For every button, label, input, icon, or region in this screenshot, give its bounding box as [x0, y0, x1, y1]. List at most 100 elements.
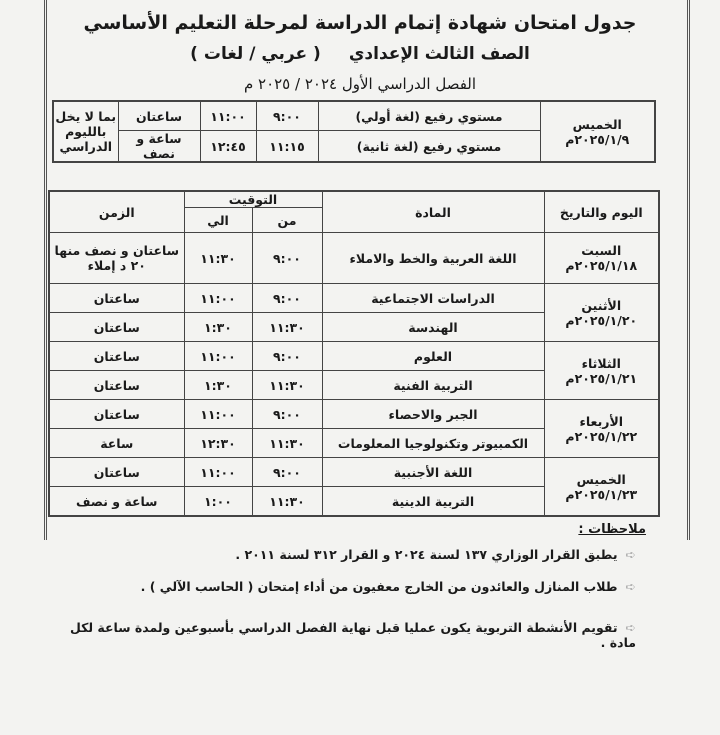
- subject: مستوي رفيع (لغة ثانية): [317, 130, 541, 163]
- table-row: الثلاثاء ٢٠٢٥/١/٢١م العلوم ٩:٠٠ ١١:٠٠ ساعتان: [48, 341, 660, 400]
- time-to: ١:٣٠: [183, 312, 253, 342]
- time-to: ١١:٠٠: [183, 457, 253, 487]
- day-date-cell: الأربعاء ٢٠٢٥/١/٢٢م: [543, 399, 660, 458]
- time-from: ٩:٠٠: [251, 457, 323, 487]
- time-to: ١٢:٤٥: [199, 130, 257, 163]
- subject: الهندسة: [321, 312, 545, 342]
- duration: ساعتان: [117, 100, 201, 131]
- date: ٢٠٢٥/١/٢٢م: [565, 428, 638, 444]
- time-from: ٩:٠٠: [251, 232, 323, 284]
- time-to: ١١:٠٠: [183, 341, 253, 371]
- table-row: الهندسة ١١:٣٠ ١:٣٠ ساعتان: [48, 312, 659, 342]
- bullet-icon: ➪: [625, 579, 636, 594]
- table-row: الخميس ٢٠٢٥/١/٢٣م اللغة الأجنبية ٩:٠٠ ١١:٠٠ س…: [48, 457, 660, 517]
- subject: الجبر والاحصاء: [321, 399, 545, 429]
- time-to: ١:٠٠: [183, 486, 253, 517]
- duration: ساعتان: [48, 399, 185, 429]
- time-from: ١١:٣٠: [251, 312, 323, 342]
- bullet-icon: ➪: [625, 547, 636, 562]
- day: السبت: [581, 243, 622, 258]
- note-text: طلاب المنازل والعائدون من الخارج معفيون …: [140, 579, 618, 594]
- date: ٢٠٢٥/١/٩م: [565, 131, 630, 147]
- header-from: من: [251, 207, 323, 233]
- day: الأربعاء: [579, 413, 624, 429]
- subject: الكمبيوتر وتكنولوجيا المعلومات: [321, 428, 545, 458]
- time-from: ١١:٣٠: [251, 486, 323, 517]
- subject: مستوي رفيع (لغة أولي): [317, 100, 541, 131]
- time-from: ٩:٠٠: [251, 341, 323, 371]
- term: الفصل الدراسي الأول ٢٠٢٤ / ٢٠٢٥ م: [243, 75, 477, 93]
- table-row: التربية الفنية ١١:٣٠ ١:٣٠ ساعتان: [48, 370, 659, 400]
- notes-section: ملاحظات : ➪ يطبق القرار الوزاري ١٣٧ لسنة …: [46, 522, 646, 667]
- subject: اللغة الأجنبية: [321, 457, 545, 487]
- header-to: الي: [183, 207, 253, 233]
- note-item: ➪ طلاب المنازل والعائدون من الخارج معفيون…: [46, 579, 636, 594]
- subject: التربية الفنية: [321, 370, 545, 400]
- day-date-cell: السبت ٢٠٢٥/١/١٨م: [543, 232, 660, 284]
- track: ( عربي / لغات ): [190, 44, 321, 64]
- day-date-cell: الثلاثاء ٢٠٢٥/١/٢١م: [543, 341, 660, 400]
- header-row: من الي: [49, 207, 659, 233]
- header-row: اليوم والتاريخ المادة التوقيت الزمن: [48, 190, 660, 233]
- exam-schedule-table: اليوم والتاريخ المادة التوقيت الزمن من ا…: [48, 190, 660, 517]
- time-from: ٩:٠٠: [251, 399, 323, 429]
- time-from: ٩:٠٠: [255, 100, 319, 131]
- duration: ساعة و نصف: [48, 486, 185, 517]
- day: الثلاثاء: [581, 355, 621, 371]
- table-row: الأربعاء ٢٠٢٥/١/٢٢م الجبر والاحصاء ٩:٠٠ ١١:٠…: [48, 399, 660, 458]
- advanced-level-table: الخميس ٢٠٢٥/١/٩م مستوي رفيع (لغة أولي) ٩:…: [52, 100, 656, 163]
- time-from: ١١:٣٠: [251, 428, 323, 458]
- time-from: ١١:١٥: [255, 130, 319, 163]
- day: الخميس: [576, 471, 626, 487]
- subject: الدراسات الاجتماعية: [321, 283, 545, 313]
- duration: ساعة: [48, 428, 185, 458]
- date: ٢٠٢٥/١/١٨م: [565, 258, 638, 273]
- duration: ساعتان: [48, 341, 185, 371]
- header-subject: المادة: [321, 190, 545, 233]
- time-to: ١:٣٠: [183, 370, 253, 400]
- duration: ساعتان: [48, 457, 185, 487]
- duration: ساعتان: [48, 370, 185, 400]
- date: ٢٠٢٥/١/٢١م: [565, 370, 638, 386]
- table-row: مستوي رفيع (لغة ثانية) ١١:١٥ ١٢:٤٥ ساعة …: [53, 130, 655, 163]
- page-border: [44, 0, 690, 540]
- grade-line: الصف الثالث الإعدادي ( عربي / لغات ): [0, 44, 720, 64]
- table-row: السبت ٢٠٢٥/١/١٨م اللغة العربية والخط والام…: [48, 232, 660, 284]
- header-duration: الزمن: [48, 190, 185, 233]
- day: الخميس: [572, 116, 622, 132]
- subject: اللغة العربية والخط والاملاء: [321, 232, 545, 284]
- bullet-icon: ➪: [625, 620, 636, 635]
- date: ٢٠٢٥/١/٢٣م: [565, 486, 638, 502]
- note-cell: بما لا يخل بالليوم الدراسي: [52, 100, 119, 163]
- day-date-cell: الأثنين ٢٠٢٥/١/٢٠م: [543, 283, 660, 342]
- note-item: ➪تقويم الأنشطة التربوية يكون عمليا قبل ن…: [46, 620, 636, 650]
- day: الأثنين: [581, 297, 622, 313]
- note-text: تقويم الأنشطة التربوية يكون عمليا قبل نه…: [69, 620, 636, 650]
- time-from: ٩:٠٠: [251, 283, 323, 313]
- time-to: ١٢:٣٠: [183, 428, 253, 458]
- note-text: يطبق القرار الوزاري ١٣٧ لسنة ٢٠٢٤ و القر…: [235, 547, 618, 562]
- day-date-cell: الخميس ٢٠٢٥/١/٢٣م: [543, 457, 660, 517]
- grade: الصف الثالث الإعدادي: [348, 44, 530, 64]
- header-timing: التوقيت: [183, 190, 323, 208]
- header-day-date: اليوم والتاريخ: [543, 190, 660, 233]
- time-to: ١١:٠٠: [183, 283, 253, 313]
- notes-heading: ملاحظات :: [578, 522, 646, 537]
- duration: ساعتان و نصف منها ٢٠ د إملاء: [48, 232, 185, 284]
- duration: ساعة و نصف: [117, 130, 201, 163]
- time-from: ١١:٣٠: [251, 370, 323, 400]
- table-row: الخميس ٢٠٢٥/١/٩م مستوي رفيع (لغة أولي) ٩:…: [52, 100, 656, 163]
- time-to: ١١:٠٠: [183, 399, 253, 429]
- duration: ساعتان: [48, 312, 185, 342]
- note-item: ➪ يطبق القرار الوزاري ١٣٧ لسنة ٢٠٢٤ و الق…: [46, 547, 636, 562]
- time-to: ١١:٣٠: [183, 232, 253, 284]
- day-date-cell: الخميس ٢٠٢٥/١/٩م: [539, 100, 656, 163]
- table-row: التربية الدينية ١١:٣٠ ١:٠٠ ساعة و نصف: [48, 486, 659, 517]
- duration: ساعتان: [48, 283, 185, 313]
- time-to: ١١:٠٠: [199, 100, 257, 131]
- subject: العلوم: [321, 341, 545, 371]
- document-title: جدول امتحان شهادة إتمام الدراسة لمرحلة ا…: [83, 12, 637, 34]
- table-row: الكمبيوتر وتكنولوجيا المعلومات ١١:٣٠ ١٢:٣٠…: [48, 428, 659, 458]
- table-row: الأثنين ٢٠٢٥/١/٢٠م الدراسات الاجتماعية ٩:٠٠…: [48, 283, 660, 342]
- subject: التربية الدينية: [321, 486, 545, 517]
